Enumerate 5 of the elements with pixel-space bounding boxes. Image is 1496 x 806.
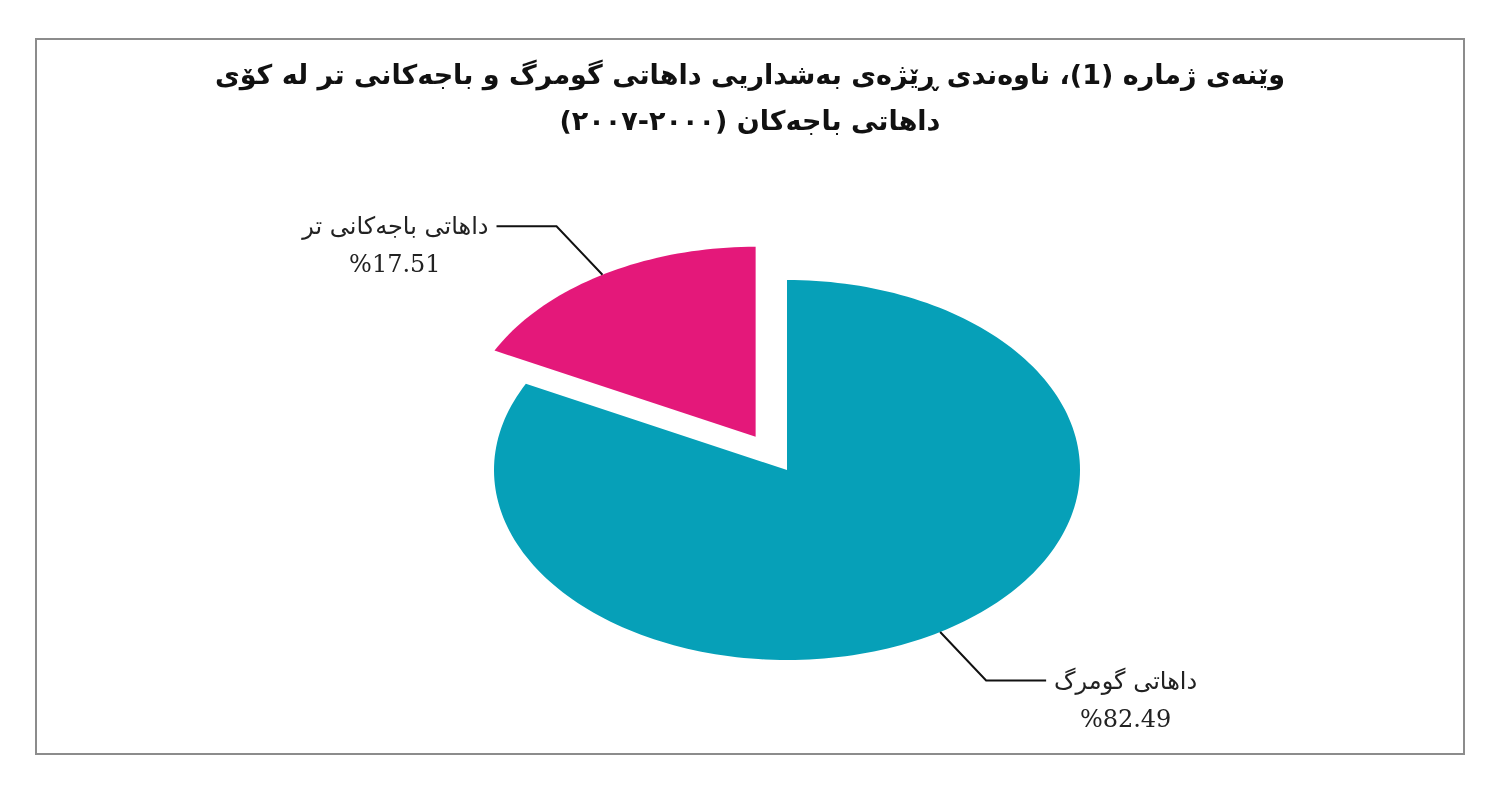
data-label: %82.49 [1079,704,1172,733]
data-label: %17.51 [349,250,441,279]
slice-label: داهاتی باجەکانی تر [301,212,489,241]
chart-title: وێنەی ژمارە (1)، ناوەندی ڕێژەی بەشداریی داهاتی گومرگ و باجەکانی تر لە کۆی داهاتی باجەکان (٢٠٠٠-٢٠٠٧) [213,58,1287,138]
slice-label: داهاتی گومرگ [1054,666,1198,695]
